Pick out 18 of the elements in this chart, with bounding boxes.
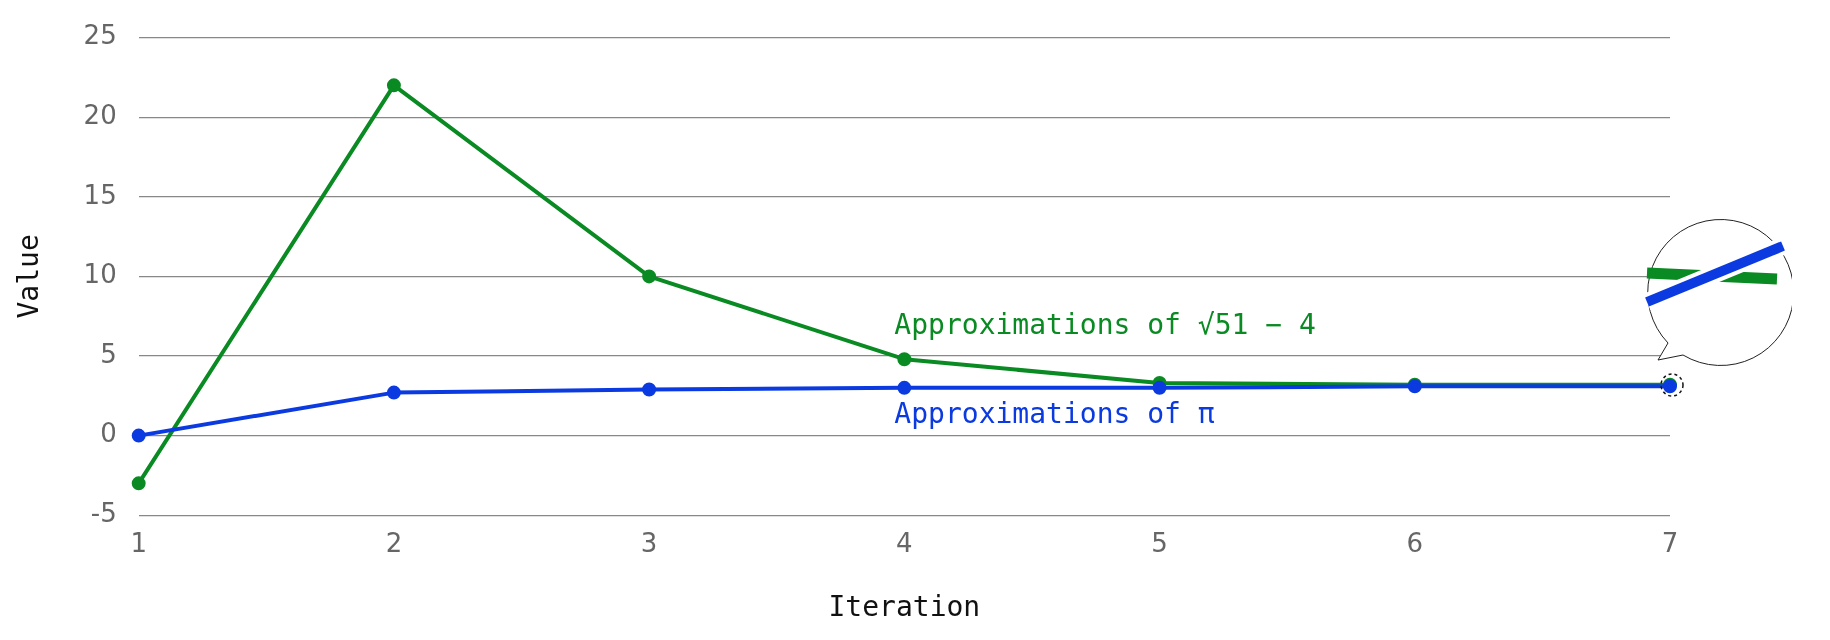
x-tick-label: 4	[896, 527, 913, 558]
y-tick-label: -5	[90, 497, 117, 528]
series-label: Approximations of π	[894, 397, 1215, 431]
y-tick-label: 25	[83, 20, 117, 51]
y-axis-title: Value	[12, 234, 46, 319]
x-axis-title: Iteration	[828, 590, 981, 624]
x-tick-label: 6	[1406, 527, 1424, 558]
y-tick-label: 10	[83, 259, 117, 290]
x-tick-label: 2	[385, 527, 403, 558]
series-label: Approximations of √51 − 4	[894, 308, 1316, 342]
y-tick-label: 0	[100, 418, 117, 449]
x-tick-label: 5	[1151, 527, 1168, 558]
x-tick-label: 1	[130, 527, 147, 558]
x-tick-label: 3	[640, 527, 658, 558]
y-tick-label: 20	[83, 99, 117, 130]
x-tick-label: 7	[1661, 527, 1679, 558]
y-tick-label: 5	[100, 338, 117, 369]
y-tick-label: 15	[83, 179, 117, 210]
